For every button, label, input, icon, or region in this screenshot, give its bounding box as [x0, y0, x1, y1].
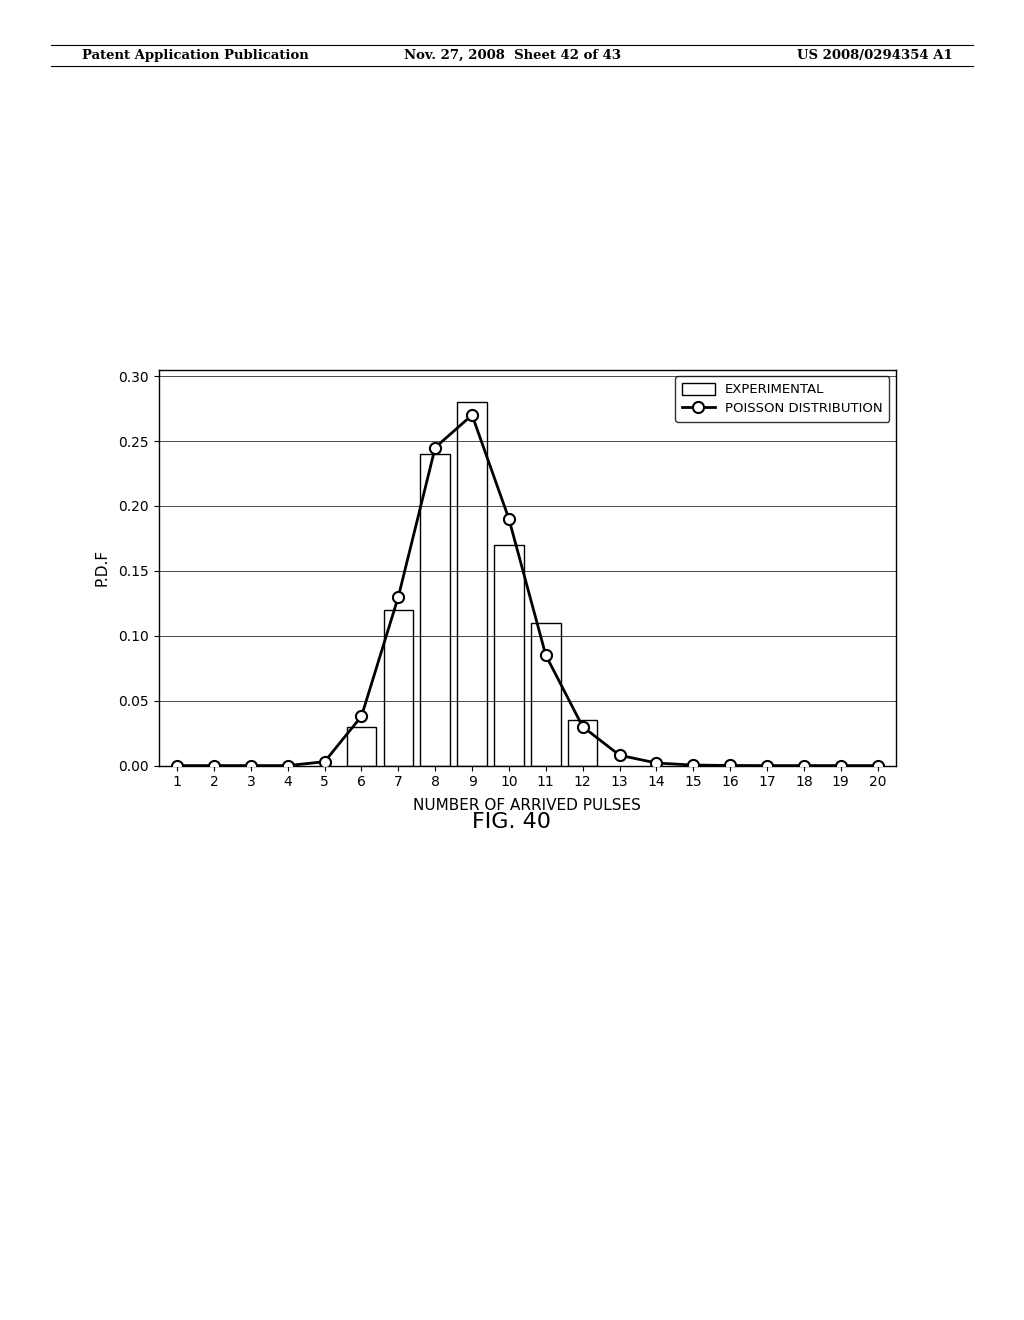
Bar: [458, 403, 486, 766]
Text: US 2008/0294354 A1: US 2008/0294354 A1: [797, 49, 952, 62]
Bar: [495, 545, 523, 766]
Text: Nov. 27, 2008  Sheet 42 of 43: Nov. 27, 2008 Sheet 42 of 43: [403, 49, 621, 62]
X-axis label: NUMBER OF ARRIVED PULSES: NUMBER OF ARRIVED PULSES: [414, 797, 641, 813]
Bar: [531, 623, 560, 766]
Y-axis label: P.D.F: P.D.F: [95, 549, 110, 586]
Bar: [421, 454, 450, 766]
Bar: [347, 726, 376, 766]
Bar: [384, 610, 413, 766]
Bar: [568, 721, 597, 766]
Text: Patent Application Publication: Patent Application Publication: [82, 49, 308, 62]
Legend: EXPERIMENTAL, POISSON DISTRIBUTION: EXPERIMENTAL, POISSON DISTRIBUTION: [675, 376, 890, 421]
Text: FIG. 40: FIG. 40: [472, 812, 552, 832]
